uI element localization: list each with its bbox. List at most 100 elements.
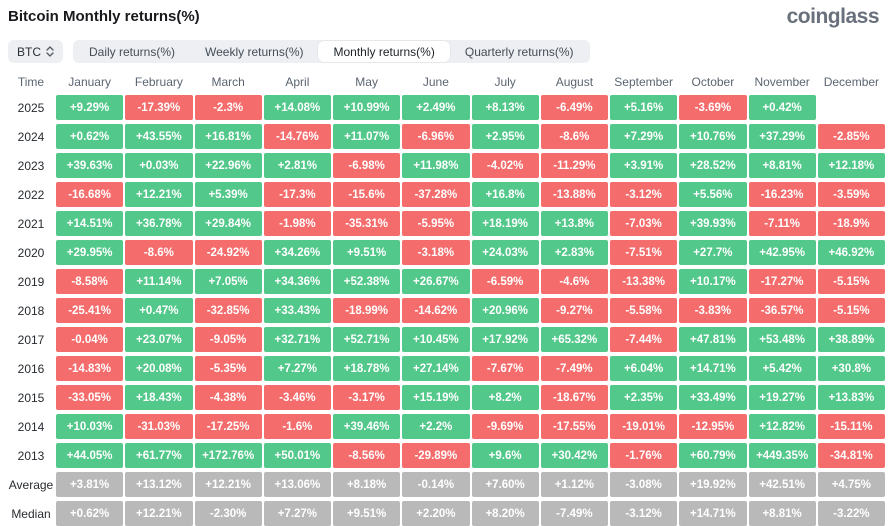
return-cell-2025-june: +2.49% [402,95,470,121]
return-cell-2019-january: -8.58% [56,269,124,295]
month-header-september: September [614,74,673,89]
return-cell-2025-october: -3.69% [679,95,747,121]
return-cell-2024-september: +7.29% [610,124,678,150]
return-cell-2020-august: +2.83% [540,240,608,266]
coin-selector[interactable]: BTC [8,40,63,64]
return-cell-average-may: +8.18% [333,472,401,498]
return-cell-2020-march: -24.92% [194,240,262,266]
return-cell-2022-july: +16.8% [471,182,539,208]
return-cell-2023-january: +39.63% [56,153,124,179]
return-cell-2018-june: -14.62% [402,298,470,324]
year-row-label-2013: 2013 [17,448,45,463]
year-row-label-2021: 2021 [17,216,45,231]
return-cell-2017-november: +53.48% [748,327,816,353]
return-cell-2019-february: +11.14% [125,269,193,295]
return-cell-2025-january: +9.29% [56,95,124,121]
return-cell-2019-may: +52.38% [333,269,401,295]
year-row-label-2020: 2020 [17,245,45,260]
return-cell-2014-march: -17.25% [194,414,262,440]
return-cell-2014-may: +39.46% [333,414,401,440]
return-cell-2015-august: -18.67% [540,385,608,411]
return-cell-2013-january: +44.05% [56,443,124,469]
return-cell-2018-august: -9.27% [540,298,608,324]
return-cell-2015-march: -4.38% [194,385,262,411]
return-cell-2025-march: -2.3% [194,95,262,121]
return-cell-2016-july: -7.67% [471,356,539,382]
return-cell-2013-september: -1.76% [610,443,678,469]
return-cell-2024-june: -6.96% [402,124,470,150]
return-cell-2016-september: +6.04% [610,356,678,382]
return-cell-2022-august: -13.88% [540,182,608,208]
tab-monthly-returns[interactable]: Monthly returns(%) [318,41,450,63]
month-header-june: June [422,74,449,89]
return-cell-2016-may: +18.78% [333,356,401,382]
returns-period-tabs: Daily returns(%) Weekly returns(%) Monthly… [73,40,590,64]
return-cell-median-august: -7.49% [540,501,608,526]
return-cell-2020-october: +27.7% [679,240,747,266]
return-cell-2021-april: -1.98% [263,211,331,237]
return-cell-average-june: -0.14% [402,472,470,498]
return-cell-2016-november: +5.42% [748,356,816,382]
return-cell-2014-september: -19.01% [610,414,678,440]
tab-quarterly-returns[interactable]: Quarterly returns(%) [450,41,589,62]
return-cell-2024-february: +43.55% [125,124,193,150]
monthly-returns-table: Time January February March April May June July… [8,72,885,526]
return-cell-2021-january: +14.51% [56,211,124,237]
return-cell-2014-august: -17.55% [540,414,608,440]
return-cell-2022-january: -16.68% [56,182,124,208]
return-cell-average-april: +13.06% [263,472,331,498]
return-cell-2016-december: +30.8% [817,356,885,382]
return-cell-2019-october: +10.17% [679,269,747,295]
return-cell-2018-october: -3.83% [679,298,747,324]
return-cell-2023-april: +2.81% [263,153,331,179]
return-cell-2017-april: +32.71% [263,327,331,353]
return-cell-2022-february: +12.21% [125,182,193,208]
return-cell-2016-april: +7.27% [263,356,331,382]
return-cell-2024-december: -2.85% [817,124,885,150]
return-cell-2014-june: +2.2% [402,414,470,440]
return-cell-2015-may: -3.17% [333,385,401,411]
tab-weekly-returns[interactable]: Weekly returns(%) [190,41,318,62]
month-header-january: January [68,74,111,89]
return-cell-2017-october: +47.81% [679,327,747,353]
tab-daily-returns[interactable]: Daily returns(%) [74,41,190,62]
return-cell-2020-april: +34.26% [263,240,331,266]
return-cell-median-october: +14.71% [679,501,747,526]
return-cell-median-november: +8.81% [748,501,816,526]
return-cell-2015-july: +8.2% [471,385,539,411]
year-row-label-2015: 2015 [17,390,45,405]
return-cell-2021-february: +36.78% [125,211,193,237]
return-cell-median-march: -2.30% [194,501,262,526]
return-cell-2016-march: -5.35% [194,356,262,382]
return-cell-2021-december: -18.9% [817,211,885,237]
return-cell-2018-january: -25.41% [56,298,124,324]
return-cell-average-january: +3.81% [56,472,124,498]
year-row-label-2017: 2017 [17,332,45,347]
return-cell-2020-december: +46.92% [817,240,885,266]
return-cell-2021-june: -5.95% [402,211,470,237]
return-cell-2021-august: +13.8% [540,211,608,237]
return-cell-median-may: +9.51% [333,501,401,526]
return-cell-2019-december: -5.15% [817,269,885,295]
return-cell-2025-august: -6.49% [540,95,608,121]
return-cell-2018-december: -5.15% [817,298,885,324]
return-cell-2017-june: +10.45% [402,327,470,353]
return-cell-median-february: +12.21% [125,501,193,526]
return-cell-2024-april: -14.76% [263,124,331,150]
return-cell-2021-november: -7.11% [748,211,816,237]
month-header-may: May [355,74,378,89]
return-cell-2013-april: +50.01% [263,443,331,469]
return-cell-2025-february: -17.39% [125,95,193,121]
month-header-february: February [134,74,183,89]
return-cell-2015-june: +15.19% [402,385,470,411]
return-cell-2022-march: +5.39% [194,182,262,208]
return-cell-2018-april: +33.43% [263,298,331,324]
month-header-july: July [494,74,516,89]
return-cell-median-january: +0.62% [56,501,124,526]
return-cell-2019-august: -4.6% [540,269,608,295]
year-row-label-2014: 2014 [17,419,45,434]
return-cell-2014-december: -15.11% [817,414,885,440]
return-cell-2020-november: +42.95% [748,240,816,266]
return-cell-2023-july: -4.02% [471,153,539,179]
